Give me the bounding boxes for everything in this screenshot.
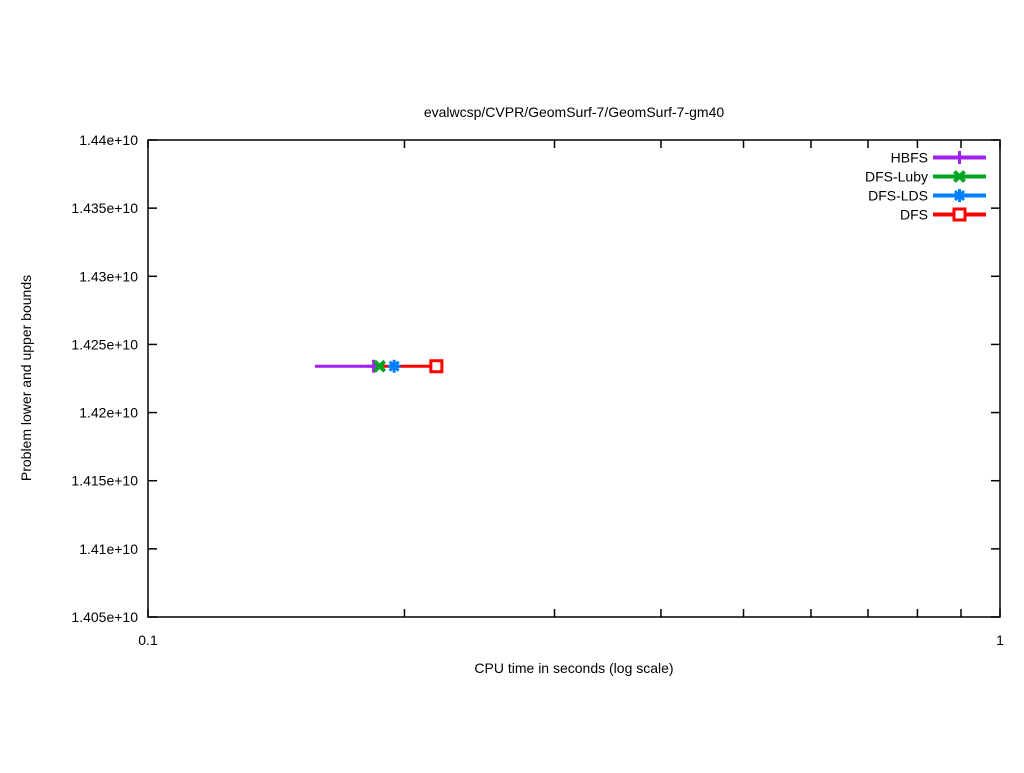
y-axis-ticks bbox=[148, 139, 1000, 618]
chart-title: evalwcsp/CVPR/GeomSurf-7/GeomSurf-7-gm40 bbox=[424, 104, 725, 120]
plot-frame bbox=[147, 139, 1001, 618]
square-outline bbox=[429, 359, 444, 374]
x-axis-label: CPU time in seconds (log scale) bbox=[474, 660, 673, 676]
cross-arm bbox=[373, 359, 387, 373]
legend: HBFS DFS-Luby DFS-LDS DFS bbox=[865, 150, 986, 223]
legend-item-dfs-lds: DFS-LDS bbox=[868, 188, 986, 204]
series-marker-dfs bbox=[429, 359, 444, 374]
legend-sample-marker bbox=[953, 151, 966, 164]
y-tick-label: 1.42e+10 bbox=[79, 405, 138, 421]
x-tick-label: 1 bbox=[996, 632, 1004, 648]
series-marker-dfs-luby bbox=[373, 359, 387, 373]
legend-label: DFS-LDS bbox=[868, 188, 928, 204]
series-markers bbox=[367, 359, 444, 374]
x-tick-label: 0.1 bbox=[138, 632, 158, 648]
y-axis-tick-labels: 1.44e+10 1.435e+10 1.43e+10 1.425e+10 1.42e+… bbox=[71, 132, 138, 625]
legend-label: HBFS bbox=[891, 150, 928, 166]
y-tick-label: 1.435e+10 bbox=[71, 200, 138, 216]
asterisk-arm bbox=[388, 360, 400, 372]
legend-item-dfs-luby: DFS-Luby bbox=[865, 169, 986, 185]
y-tick-label: 1.41e+10 bbox=[79, 541, 138, 557]
legend-label: DFS bbox=[900, 207, 928, 223]
series-marker-dfs-lds bbox=[387, 359, 401, 373]
y-tick-label: 1.44e+10 bbox=[79, 132, 138, 148]
legend-sample-marker bbox=[953, 170, 966, 183]
legend-item-hbfs: HBFS bbox=[891, 150, 986, 166]
legend-sample-marker bbox=[952, 207, 967, 222]
legend-label: DFS-Luby bbox=[865, 169, 928, 185]
x-axis-ticks bbox=[147, 140, 1001, 617]
y-tick-label: 1.415e+10 bbox=[71, 473, 138, 489]
plot-border bbox=[147, 139, 1001, 618]
y-tick-label: 1.405e+10 bbox=[71, 609, 138, 625]
y-tick-label: 1.425e+10 bbox=[71, 336, 138, 352]
x-axis-tick-labels: 0.1 1 bbox=[138, 632, 1004, 648]
asterisk-arm bbox=[953, 189, 966, 202]
legend-item-dfs: DFS bbox=[900, 207, 986, 223]
cross-arm bbox=[953, 170, 966, 183]
legend-sample-marker bbox=[953, 189, 966, 202]
y-tick-label: 1.43e+10 bbox=[79, 268, 138, 284]
square-outline bbox=[952, 207, 967, 222]
y-axis-label: Problem lower and upper bounds bbox=[18, 275, 34, 481]
